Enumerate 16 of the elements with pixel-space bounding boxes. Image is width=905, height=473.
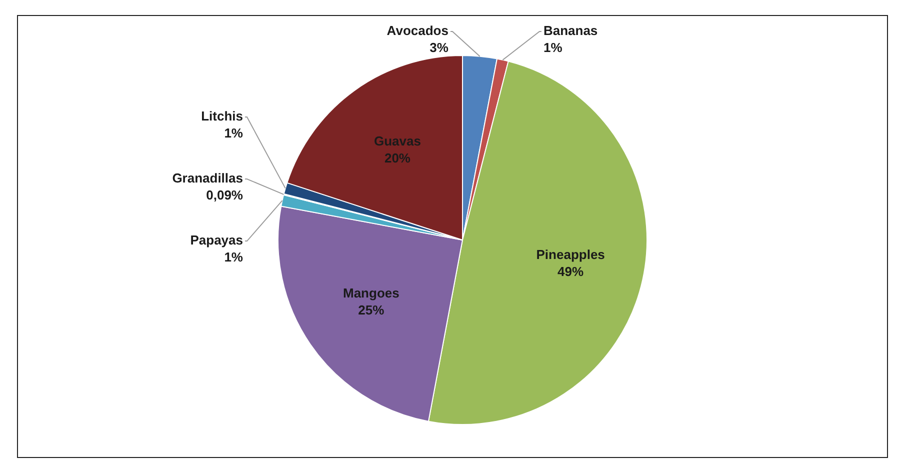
slice-label: Guavas [374,133,421,148]
data-label: 25% [358,302,385,318]
data-label: 3% [430,40,449,56]
slice-label: Papayas [190,232,243,248]
slice-label: Pineapples [536,247,605,262]
slice-label: Bananas [543,23,598,38]
data-label: 0,09% [206,188,244,203]
data-label: 20% [384,150,411,166]
slice-label: Granadillas [172,170,243,186]
data-label: 49% [558,264,584,280]
slice-label: Litchis [201,108,243,124]
data-label: 1% [224,126,244,141]
slice-label: Avocados [386,23,448,38]
data-label: 1% [224,250,244,265]
slice-label: Mangoes [343,286,400,301]
data-label: 1% [543,40,563,56]
